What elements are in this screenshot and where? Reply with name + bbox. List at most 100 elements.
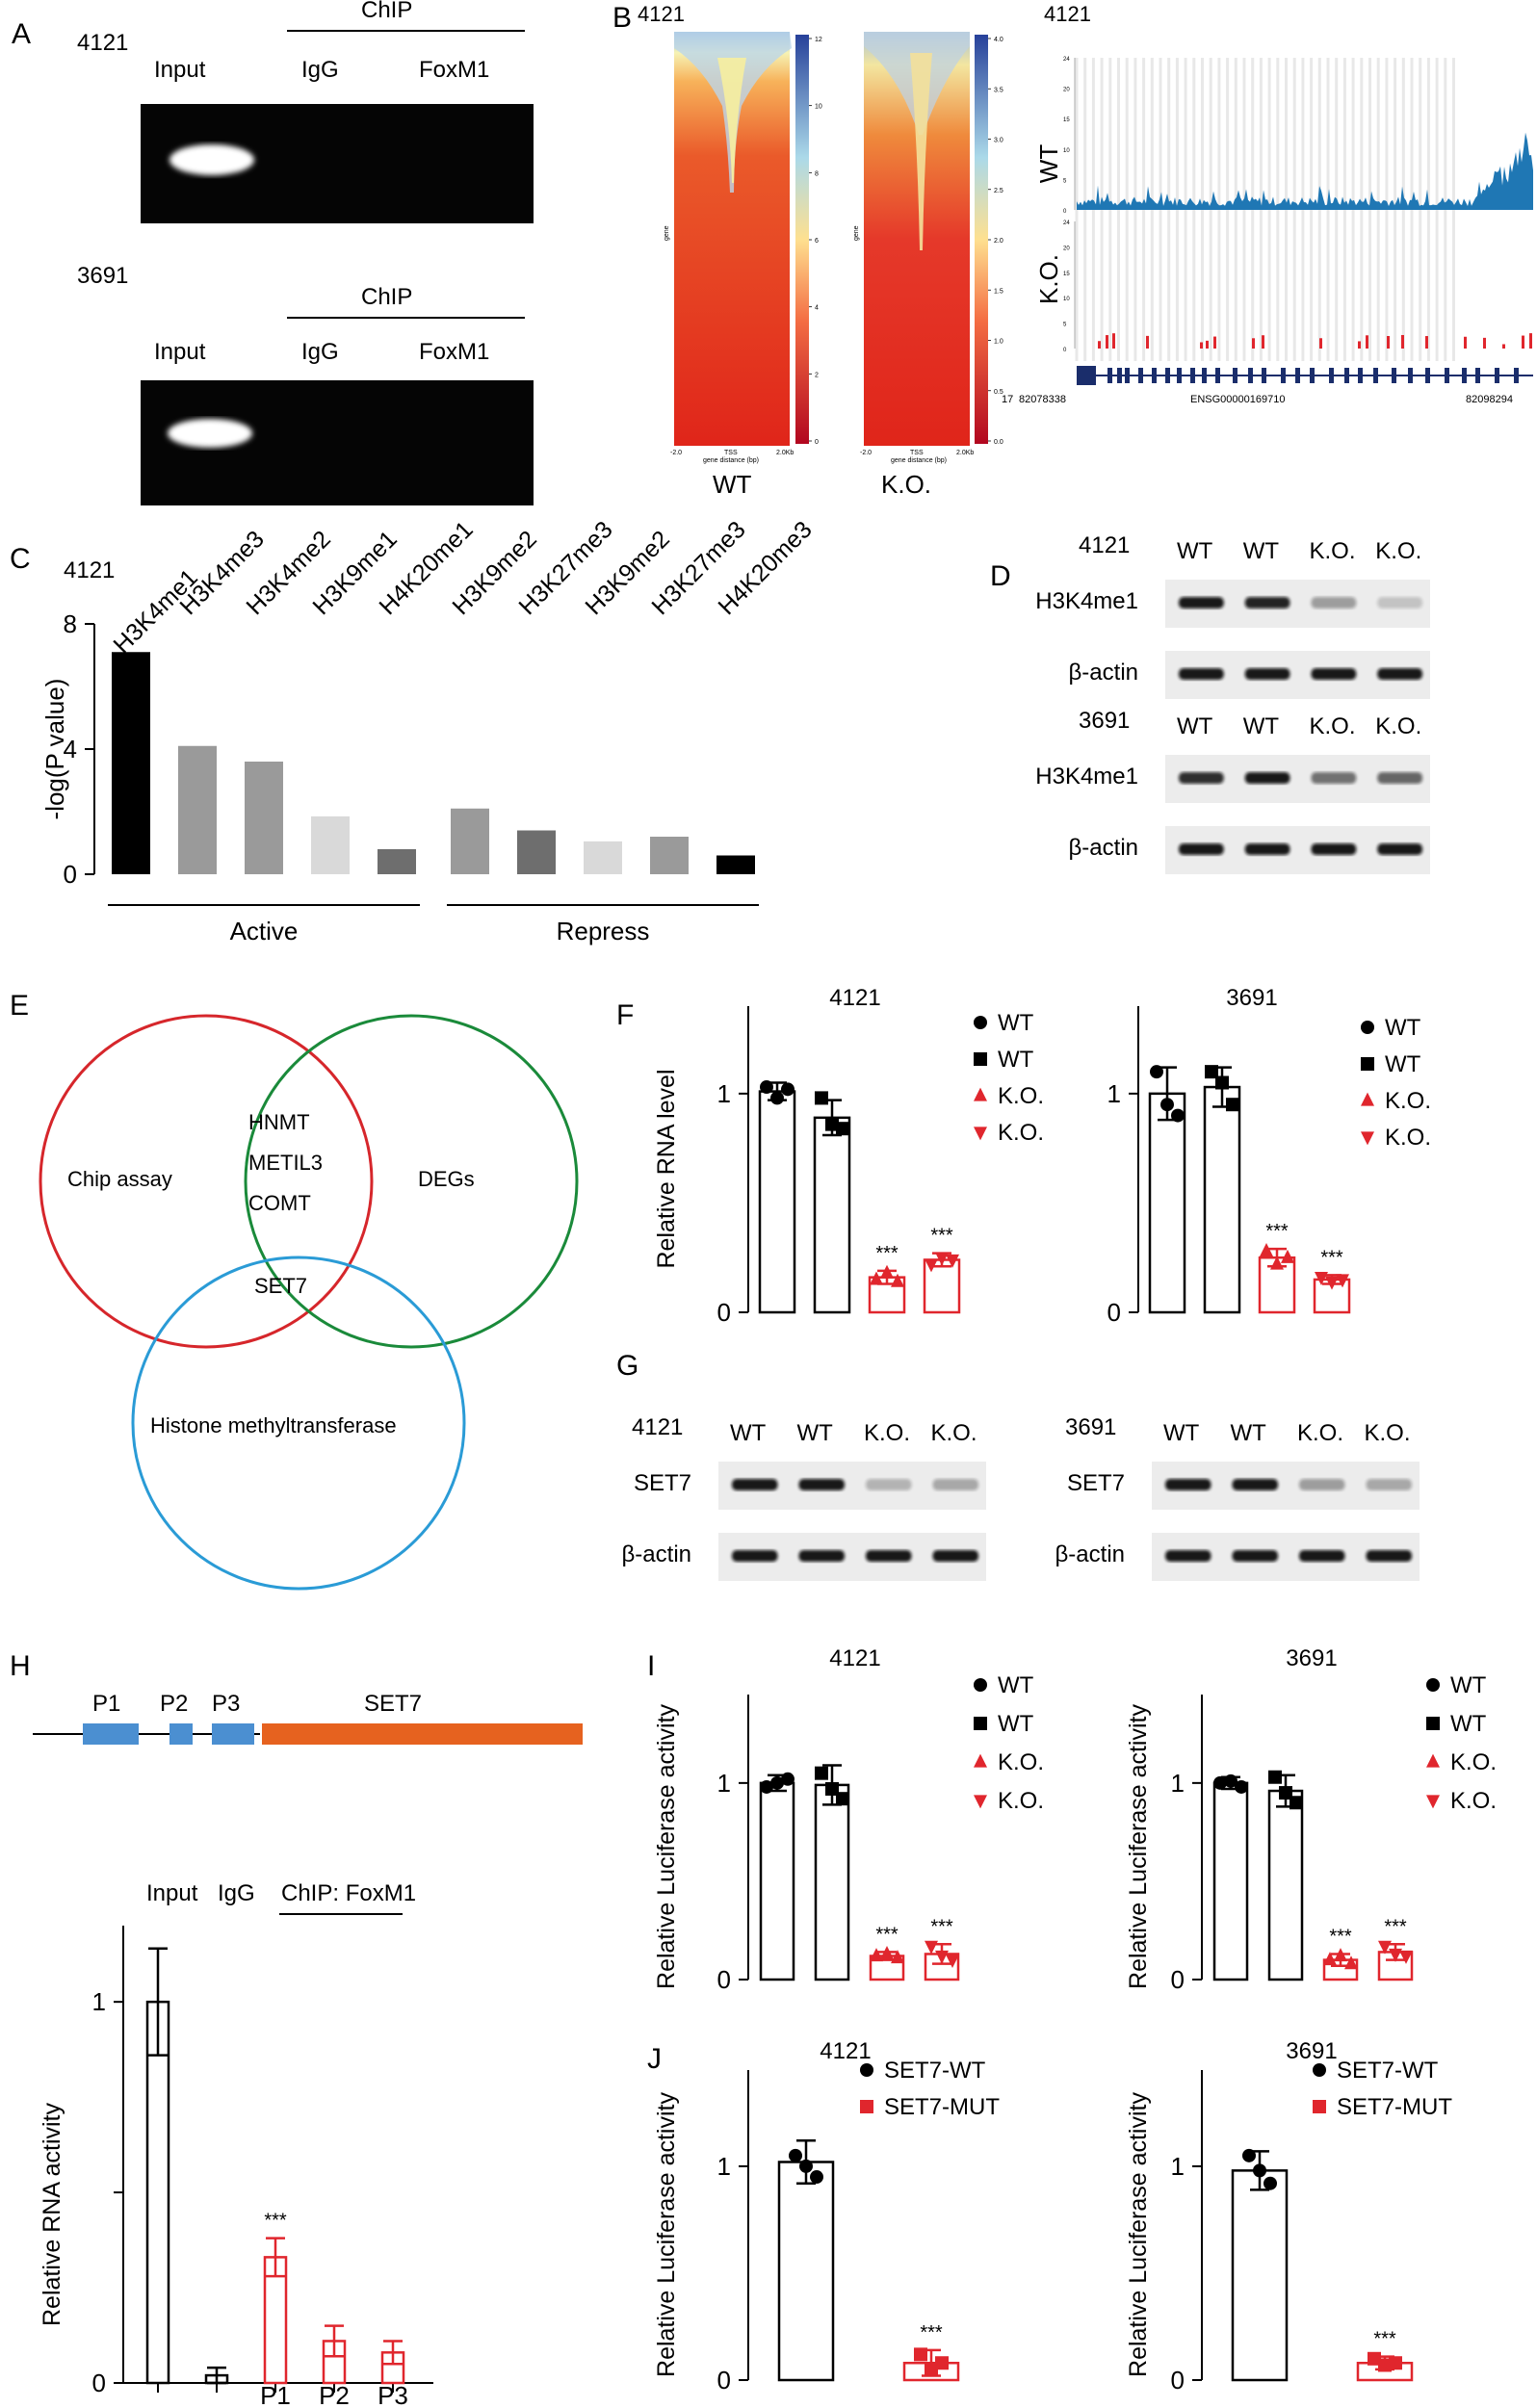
panel-letter-b: B	[612, 2, 632, 34]
bar	[112, 652, 150, 874]
marker-triangle-up	[870, 1271, 883, 1285]
colorbar-tick-label: 2.0	[994, 238, 1003, 245]
bar	[311, 816, 350, 874]
venn-overlap-item: HNMT	[248, 1110, 310, 1134]
venn-label-hmt: Histone methyltransferase	[150, 1413, 397, 1437]
marker-triangle-down	[1361, 1131, 1374, 1146]
chip-header-h: Input IgG ChIP: FoxM1	[146, 1880, 416, 1915]
chart-cell-title: 3691	[1226, 985, 1277, 1011]
marker-triangle-down	[1378, 1940, 1392, 1955]
blot-row-label: β-actin	[1055, 1541, 1126, 1567]
gel-blot-4121: 4121 ChIP Input IgG FoxM1	[77, 0, 534, 223]
marker-triangle-down	[974, 1126, 987, 1141]
genome-track: 4121 0 5 10 15 20 24 0 5 10 15 20 24 WT K.O. 17 820…	[1002, 2, 1533, 405]
lane-label-foxm1: FoxM1	[419, 57, 489, 83]
track-axis-label: 15	[1063, 117, 1070, 123]
chart-cell-title: 4121	[820, 2038, 871, 2064]
chart-cell-title: 3691	[1286, 2038, 1337, 2064]
track-gene: ENSG00000169710	[1190, 394, 1285, 405]
panel-letter-g: G	[616, 1350, 638, 1382]
blot-band	[932, 1479, 978, 1490]
colorbar-tick-label: 0.5	[994, 389, 1003, 396]
blot-band	[798, 1550, 845, 1562]
panel-letter-a: A	[12, 18, 31, 50]
blot-lane-label: K.O.	[1375, 713, 1421, 739]
legend-label: K.O.	[1385, 1125, 1431, 1151]
colorbar-tick-label: 1.5	[994, 288, 1003, 295]
marker-square	[815, 1091, 828, 1105]
marker-triangle-up	[880, 1946, 894, 1960]
heatmap-xtick-right: 2.0Kb	[776, 450, 794, 456]
gene-set7-box	[262, 1723, 583, 1745]
significance-label: ***	[1329, 1926, 1352, 1947]
marker-triangle-up	[870, 1948, 883, 1962]
bar	[1148, 1092, 1186, 1314]
heatmap-xtick-right: 2.0Kb	[956, 450, 974, 456]
blot-band	[1179, 772, 1224, 784]
bar	[716, 855, 755, 874]
blot-band	[798, 1479, 845, 1490]
header-chip: ChIP: FoxM1	[281, 1880, 416, 1906]
blot-cell-label: 3691	[1065, 1414, 1116, 1440]
track-signal-ko-peak	[1252, 338, 1255, 349]
significance-label: ***	[1384, 1916, 1407, 1937]
gene-model-exon	[1408, 368, 1413, 383]
bar	[378, 849, 416, 874]
track-axis-label: 20	[1063, 246, 1070, 251]
colorbar-tick-label: 8	[815, 170, 819, 177]
colorbar-tick-label: 2.5	[994, 188, 1003, 194]
y-tick-label: 0	[717, 2366, 731, 2395]
heatmap-xtick-mid: TSS	[910, 450, 924, 456]
y-tick-label: 1	[717, 1079, 731, 1108]
gene-model-exon	[1329, 368, 1334, 383]
y-axis-label: -log(P value)	[40, 679, 69, 820]
cell-label: 4121	[77, 30, 128, 56]
heatmap-label-ko: K.O.	[881, 470, 931, 499]
marker-square	[1279, 1786, 1292, 1800]
colorbar-tick-label: 3.0	[994, 138, 1003, 144]
blot-band	[1377, 772, 1422, 784]
blot-lane-label: WT	[1231, 1420, 1267, 1446]
legend-label: K.O.	[1450, 1788, 1497, 1814]
venn-circle-chip	[39, 1014, 374, 1349]
blot-band	[932, 1550, 978, 1562]
colorbar-tick-label: 12	[815, 37, 822, 43]
panel-letter-c: C	[10, 543, 31, 575]
chart-cell-title: 4121	[829, 1645, 880, 1671]
panel-letter-d: D	[990, 560, 1011, 592]
legend-label: K.O.	[1385, 1088, 1431, 1114]
x-tick-label: P1	[260, 2381, 291, 2408]
y-tick-label: 1	[1107, 1079, 1121, 1108]
marker-circle	[1313, 2063, 1326, 2077]
blot-cell-label: 3691	[1079, 708, 1130, 734]
marker-square	[1268, 1770, 1282, 1784]
blot-lane-label: K.O.	[1310, 713, 1356, 739]
heatmap-xlabel: gene distance (bp)	[703, 457, 759, 464]
bar	[1203, 1085, 1241, 1314]
marker-circle	[770, 1091, 784, 1105]
y-axis-label: Relative RNA level	[653, 1069, 680, 1268]
gene-model-exon	[1295, 368, 1300, 383]
marker-triangle-down	[1389, 1948, 1402, 1962]
gene-model-exon	[1117, 368, 1122, 383]
gene-model-exon	[1248, 368, 1253, 383]
marker-triangle-down	[946, 1254, 959, 1268]
bar	[178, 745, 217, 874]
gel-blot-3691: 3691 ChIP Input IgG FoxM1	[77, 263, 534, 505]
gene-model-exon	[1344, 368, 1349, 383]
y-tick-label: 4	[64, 735, 77, 764]
marker-square	[1361, 1057, 1374, 1071]
gene-model-exon	[1107, 368, 1112, 383]
y-tick-label: 0	[717, 1965, 731, 1994]
heatmap-tss-yellow	[717, 58, 746, 183]
blot-lane-label: K.O.	[1365, 1420, 1411, 1446]
legend-label: SET7-MUT	[884, 2094, 1000, 2120]
marker-triangle-up	[974, 1087, 987, 1101]
blot-band	[732, 1550, 778, 1562]
heatmap-ylabel: gene	[664, 225, 670, 241]
colorbar-tick-label: 2	[815, 372, 819, 378]
blot-lane-label: K.O.	[1375, 538, 1421, 564]
blot-band	[1244, 668, 1290, 680]
y-tick-label: 1	[1171, 1769, 1185, 1798]
marker-triangle-down	[1315, 1272, 1328, 1286]
